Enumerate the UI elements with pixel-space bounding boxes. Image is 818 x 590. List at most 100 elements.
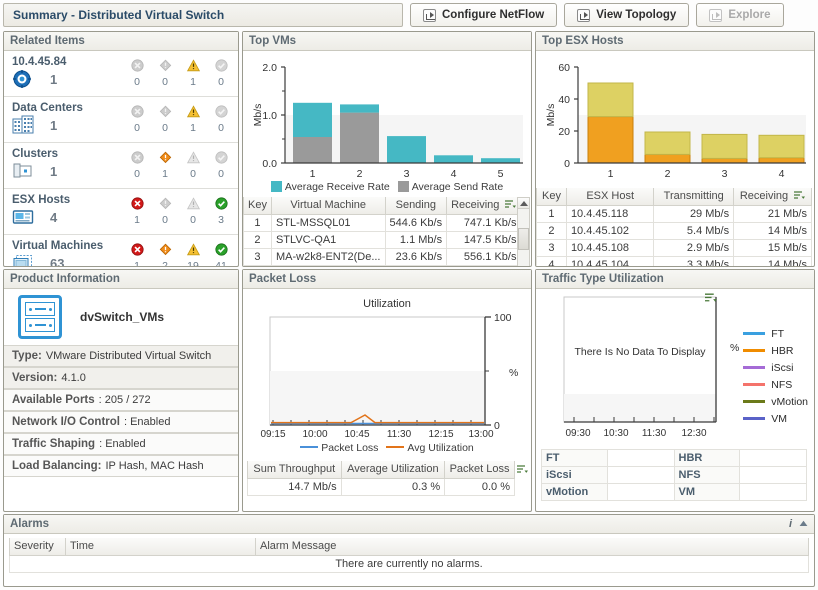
- legend-item-avg-utilization[interactable]: Avg Utilization: [386, 442, 474, 454]
- status-badge[interactable]: 0: [156, 59, 174, 88]
- status-badge[interactable]: 2: [156, 243, 174, 266]
- chevron-up-icon[interactable]: [799, 518, 808, 530]
- traffic-type-legend: FT HBR iScsi NFS vMotion VM: [743, 325, 808, 427]
- status-badge[interactable]: 0: [212, 105, 230, 134]
- table-row[interactable]: 3 10.4.45.108 2.9 Mb/s 15 Mb/s: [536, 238, 812, 257]
- status-badge[interactable]: 0: [128, 59, 146, 88]
- legend-item-iscsi[interactable]: iScsi: [743, 359, 808, 376]
- legend-item-ft[interactable]: FT: [743, 325, 808, 342]
- table-row[interactable]: 2 STLVC-QA1 1.1 Mb/s 147.5 Kb/s: [243, 230, 522, 249]
- table-row[interactable]: vMotion VM: [541, 483, 807, 501]
- status-badge[interactable]: 1: [128, 197, 146, 226]
- legend-item-vm[interactable]: VM: [743, 410, 808, 427]
- cell-esx-host: 10.4.45.104: [565, 255, 655, 266]
- chart-menu-icon[interactable]: [705, 293, 717, 302]
- scroll-thumb[interactable]: [518, 228, 529, 250]
- svg-text:13:00: 13:00: [468, 429, 493, 439]
- column-header-sending[interactable]: Sending: [384, 197, 448, 215]
- list-item[interactable]: Data Centers: [4, 97, 238, 143]
- top-vms-chart[interactable]: 2.0 1.0 0.0 Mb/s: [243, 51, 531, 193]
- column-header-alarm-message[interactable]: Alarm Message: [255, 538, 809, 556]
- column-header-packet-loss[interactable]: Packet Loss: [444, 461, 515, 479]
- status-badge[interactable]: 0: [128, 151, 146, 180]
- table-row[interactable]: 3 MA-w2k8-ENT2(De... 23.6 Kb/s 556.1 Kb/…: [243, 247, 522, 266]
- sort-menu-icon[interactable]: [517, 465, 528, 474]
- column-header-key[interactable]: Key: [536, 188, 567, 206]
- cell-sending: 3.9 Kb/s: [384, 264, 448, 266]
- column-header-esx-host[interactable]: ESX Host: [565, 188, 655, 206]
- view-topology-button[interactable]: View Topology: [564, 3, 690, 27]
- status-badge[interactable]: 3: [212, 197, 230, 226]
- legend-item-average-receive-rate[interactable]: Average Receive Rate: [270, 181, 390, 193]
- svg-text:Mb/s: Mb/s: [545, 104, 557, 127]
- sort-menu-icon[interactable]: [794, 191, 806, 200]
- column-header-receiving[interactable]: Receiving: [446, 197, 522, 215]
- cell-value-nfs: [739, 466, 807, 484]
- table-row[interactable]: iScsi NFS: [541, 466, 807, 484]
- table-row[interactable]: 4 MA-w2k8R2-fgl2(... 3.9 Kb/s 139.8 Kb/s: [243, 264, 522, 266]
- packet-loss-chart[interactable]: Utilization 100 0 %: [243, 289, 531, 454]
- legend-label: Average Receive Rate: [284, 181, 390, 193]
- status-badge[interactable]: 1: [184, 59, 202, 88]
- column-header-average-utilization[interactable]: Average Utilization: [340, 461, 446, 479]
- top-vms-scrollbar[interactable]: [517, 197, 530, 266]
- status-badge[interactable]: 0: [156, 197, 174, 226]
- status-badge[interactable]: 41: [212, 243, 230, 266]
- table-row[interactable]: 14.7 Mb/s 0.3 % 0.0 %: [247, 477, 515, 496]
- legend-label: VM: [771, 412, 787, 425]
- error-icon: [159, 105, 172, 118]
- table-row[interactable]: 4 10.4.45.104 3.3 Mb/s 14 Mb/s: [536, 255, 812, 266]
- legend-item-nfs[interactable]: NFS: [743, 376, 808, 393]
- sort-menu-icon[interactable]: [505, 200, 517, 209]
- status-badge[interactable]: 1: [156, 151, 174, 180]
- table-row[interactable]: 1 STL-MSSQL01 544.6 Kb/s 747.1 Kb/s: [243, 213, 522, 232]
- info-icon[interactable]: i: [788, 518, 792, 530]
- table-row[interactable]: 1 10.4.45.118 29 Mb/s 21 Mb/s: [536, 204, 812, 223]
- ok-icon: [214, 151, 228, 164]
- column-header-virtual-machine[interactable]: Virtual Machine: [270, 197, 386, 215]
- status-count: 1: [190, 76, 196, 88]
- legend-item-average-send-rate[interactable]: Average Send Rate: [397, 181, 504, 193]
- configure-netflow-button[interactable]: Configure NetFlow: [410, 3, 558, 27]
- list-item[interactable]: Virtual Machines 63: [4, 235, 238, 266]
- table-row[interactable]: FT HBR: [541, 449, 807, 467]
- packet-loss-summary-table: Sum Throughput Average Utilization Packe…: [247, 461, 515, 496]
- column-header-sum-throughput[interactable]: Sum Throughput: [247, 461, 342, 479]
- column-header-time[interactable]: Time: [65, 538, 256, 556]
- status-badge[interactable]: 0: [156, 105, 174, 134]
- status-badge[interactable]: 1: [184, 105, 202, 134]
- column-header-transmitting[interactable]: Transmitting: [653, 188, 735, 206]
- list-item[interactable]: ESX Hosts 4: [4, 189, 238, 235]
- traffic-type-utilization-chart[interactable]: There Is No Data To Display % 09:30 10:3…: [536, 289, 814, 447]
- status-badge[interactable]: 1: [128, 243, 146, 266]
- status-badge[interactable]: 0: [184, 197, 202, 226]
- warning-icon: [186, 151, 200, 164]
- status-badge[interactable]: 0: [212, 151, 230, 180]
- list-item[interactable]: 10.4.45.84 1: [4, 51, 238, 97]
- legend-line-icon: [743, 366, 766, 369]
- column-header-key[interactable]: Key: [243, 197, 272, 215]
- legend-item-packet-loss[interactable]: Packet Loss: [300, 442, 378, 454]
- related-item-count: 4: [50, 209, 58, 225]
- status-badge[interactable]: 19: [184, 243, 202, 266]
- status-badge[interactable]: 0: [128, 105, 146, 134]
- explore-button[interactable]: Explore: [696, 3, 784, 27]
- product-information-header: Product Information: [4, 270, 238, 289]
- legend-item-hbr[interactable]: HBR: [743, 342, 808, 359]
- cell-key: 4: [243, 264, 272, 266]
- legend-item-vmotion[interactable]: vMotion: [743, 393, 808, 410]
- warning-icon: [186, 243, 200, 256]
- status-badge[interactable]: 0: [184, 151, 202, 180]
- error-icon: [159, 243, 172, 256]
- column-header-receiving[interactable]: Receiving: [733, 188, 812, 206]
- top-esx-hosts-chart[interactable]: 60 40 20 0 Mb/s: [536, 51, 814, 184]
- legend-label: Average Send Rate: [411, 181, 504, 193]
- status-badge[interactable]: 0: [212, 59, 230, 88]
- column-header-severity[interactable]: Severity: [9, 538, 66, 556]
- top-esx-hosts-panel: Top ESX Hosts 60 40 20 0 Mb/s: [535, 31, 815, 267]
- table-row[interactable]: 2 10.4.45.102 5.4 Mb/s 14 Mb/s: [536, 221, 812, 240]
- cell-receiving: 147.5 Kb/s: [446, 230, 522, 249]
- list-item[interactable]: Clusters 1: [4, 143, 238, 189]
- ok-icon: [214, 243, 228, 256]
- scroll-up-button[interactable]: [518, 198, 529, 209]
